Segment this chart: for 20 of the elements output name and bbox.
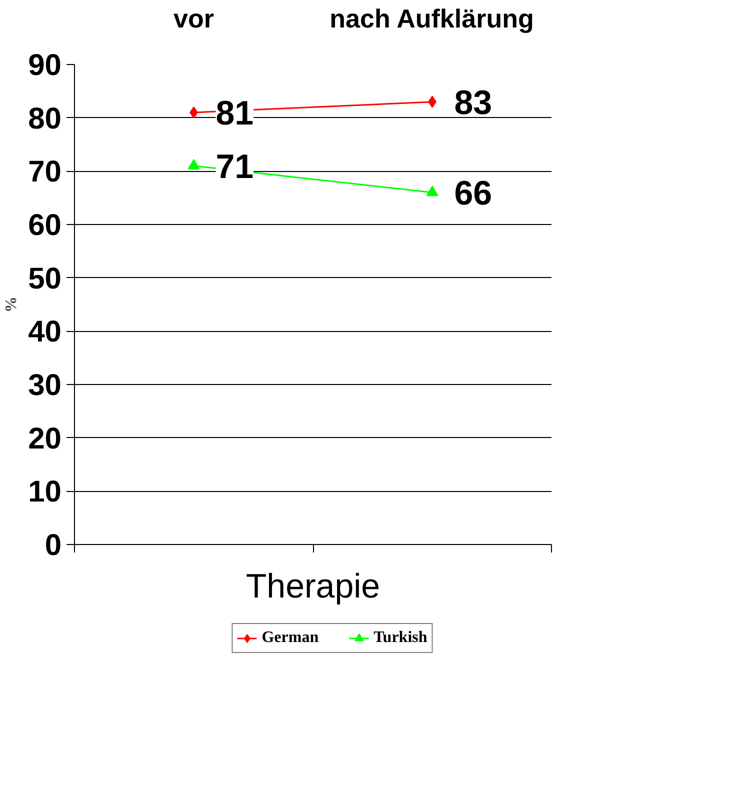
- legend-label: German: [262, 629, 319, 647]
- y-tick-label: 10: [28, 476, 62, 509]
- data-label: 66: [454, 174, 492, 212]
- data-label: 81: [216, 94, 254, 132]
- data-label: 71: [216, 148, 254, 186]
- legend-label: Turkish: [374, 629, 428, 647]
- y-axis-title: %: [3, 296, 20, 312]
- y-tick-label: 40: [28, 316, 62, 349]
- y-tick-label: 50: [28, 262, 62, 296]
- y-tick-label: 70: [28, 156, 62, 189]
- x-tick-label: vor: [174, 4, 214, 34]
- y-tick-label: 30: [28, 369, 62, 402]
- y-tick-label: 80: [28, 102, 62, 136]
- y-tick-label: 0: [44, 529, 62, 562]
- x-axis-title: Therapie: [246, 568, 380, 606]
- y-tick-label: 60: [28, 209, 62, 242]
- data-label: 83: [454, 84, 492, 122]
- y-tick-label: 20: [28, 422, 62, 456]
- y-tick-label: 90: [28, 49, 62, 82]
- x-tick-label: nach Aufklärung: [330, 4, 534, 34]
